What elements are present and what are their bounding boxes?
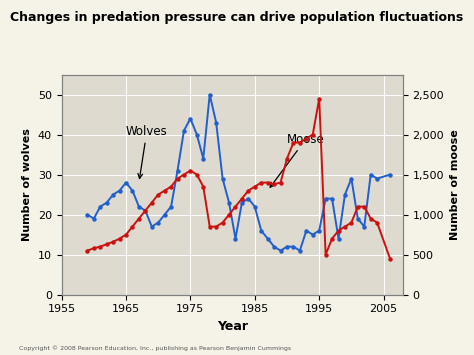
X-axis label: Year: Year (217, 320, 248, 333)
Text: Changes in predation pressure can drive population fluctuations: Changes in predation pressure can drive … (10, 11, 464, 24)
Text: Moose: Moose (270, 132, 325, 187)
Y-axis label: Number of moose: Number of moose (450, 129, 460, 240)
Text: Wolves: Wolves (126, 125, 168, 179)
Text: Copyright © 2008 Pearson Education, Inc., publishing as Pearson Benjamin Cumming: Copyright © 2008 Pearson Education, Inc.… (19, 346, 291, 351)
Y-axis label: Number of wolves: Number of wolves (22, 128, 32, 241)
